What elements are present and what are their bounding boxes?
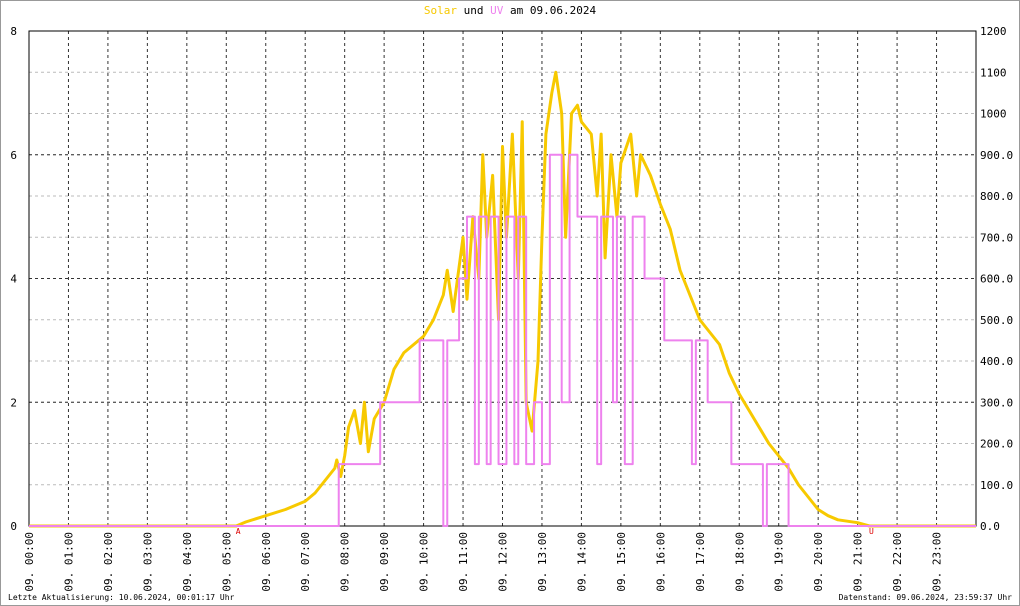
x-tick-label: 09. 13:00 <box>536 532 549 592</box>
annotation: U <box>869 527 874 536</box>
x-tick-label: 09. 16:00 <box>654 532 667 592</box>
y-tick-label: 6 <box>10 149 17 162</box>
x-tick-label: 09. 07:00 <box>299 532 312 592</box>
annotation: A <box>236 527 241 536</box>
y-tick-label: 0 <box>10 520 17 533</box>
series-line <box>29 70 976 528</box>
y2-tick-label: 200.0 <box>980 438 1013 451</box>
y2-tick-label: 400.0 <box>980 355 1013 368</box>
x-tick-label: 09. 20:00 <box>812 532 825 592</box>
x-tick-label: 09. 10:00 <box>418 532 431 592</box>
y2-tick-label: 0.0 <box>980 520 1000 533</box>
footer-left: Letzte Aktualisierung: 10.06.2024, 00:01… <box>8 593 235 602</box>
title-uv: UV <box>490 4 504 17</box>
x-tick-label: 09. 17:00 <box>694 532 707 592</box>
y2-tick-label: 300.0 <box>980 396 1013 409</box>
title-date: am 09.06.2024 <box>510 4 596 17</box>
y2-tick-label: 800.0 <box>980 190 1013 203</box>
y-tick-label: 4 <box>10 273 17 286</box>
title-solar: Solar <box>424 4 457 17</box>
x-tick-label: 09. 06:00 <box>260 532 273 592</box>
x-tick-label: 09. 04:00 <box>181 532 194 592</box>
x-tick-label: 09. 09:00 <box>378 532 391 592</box>
title-und: und <box>464 4 484 17</box>
x-tick-label: 09. 08:00 <box>339 532 352 592</box>
x-tick-label: 09. 03:00 <box>141 532 154 592</box>
y-tick-label: 2 <box>10 396 17 409</box>
y2-tick-label: 600.0 <box>980 273 1013 286</box>
y-tick-label: 8 <box>10 25 17 38</box>
x-tick-label: 09. 18:00 <box>733 532 746 592</box>
footer-right: Datenstand: 09.06.2024, 23:59:37 Uhr <box>839 593 1013 602</box>
x-tick-label: 09. 21:00 <box>852 532 865 592</box>
y2-tick-label: 500.0 <box>980 314 1013 327</box>
x-tick-label: 09. 22:00 <box>891 532 904 592</box>
y2-tick-label: 900.0 <box>980 149 1013 162</box>
series-line <box>29 153 976 527</box>
x-tick-label: 09. 12:00 <box>497 532 510 592</box>
x-tick-label: 09. 11:00 <box>457 532 470 592</box>
x-tick-label: 09. 00:00 <box>23 532 36 592</box>
y2-tick-label: 1000 <box>980 108 1007 121</box>
x-tick-label: 09. 19:00 <box>773 532 786 592</box>
y2-tick-label: 100.0 <box>980 479 1013 492</box>
y2-tick-label: 700.0 <box>980 231 1013 244</box>
x-tick-label: 09. 14:00 <box>575 532 588 592</box>
x-tick-label: 09. 15:00 <box>615 532 628 592</box>
chart-title: Solar und UV am 09.06.2024 <box>424 4 597 17</box>
x-tick-label: 09. 01:00 <box>62 532 75 592</box>
x-tick-label: 09. 05:00 <box>220 532 233 592</box>
y2-tick-label: 1200 <box>980 25 1007 38</box>
y2-tick-label: 1100 <box>980 66 1007 79</box>
x-tick-label: 09. 02:00 <box>102 532 115 592</box>
plot-border <box>28 30 977 527</box>
x-tick-label: 09. 23:00 <box>931 532 944 592</box>
